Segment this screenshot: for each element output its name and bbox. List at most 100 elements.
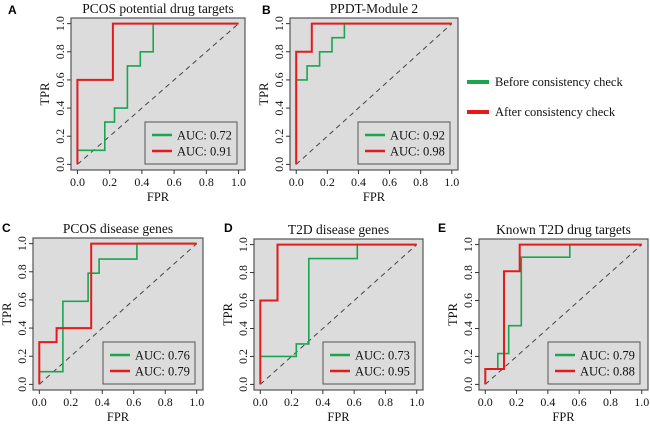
x-tick-label: 0.2 — [102, 175, 117, 189]
y-tick-label: 0.6 — [461, 293, 475, 308]
y-tick-label: 1.0 — [53, 16, 67, 31]
y-tick-label: 0.6 — [236, 293, 250, 308]
x-tick-label: 0.6 — [167, 175, 182, 189]
y-tick-label: 0.4 — [236, 321, 250, 336]
roc-panel-d: D T2D disease genes 0.00.0 0.2 0.2 0.4 0.4 0.6 0… — [221, 221, 424, 424]
x-tick-label: 0.8 — [603, 395, 618, 409]
roc-panel-b: B PPDT-Module 2 0.00.0 0.2 0.2 0.4 0.4 0.6 0.6 0.… — [257, 1, 459, 204]
x-axis-label: FPR — [552, 410, 575, 424]
roc-curve-after — [76, 22, 239, 165]
panel-legend — [547, 341, 641, 385]
x-tick-label: 0.6 — [126, 395, 141, 409]
x-axis-label: FPR — [363, 190, 386, 204]
panel-legend — [322, 341, 416, 385]
y-tick-label: 0.0 — [461, 377, 475, 392]
y-tick-label: 0.8 — [272, 44, 286, 59]
x-tick-label: 0.2 — [320, 175, 335, 189]
x-tick-label: 0.2 — [284, 395, 299, 409]
x-tick-label: 0.6 — [347, 395, 362, 409]
x-tick-label: 0.4 — [315, 395, 330, 409]
panel-title: PPDT-Module 2 — [330, 1, 418, 16]
x-tick-label: 1.0 — [189, 395, 204, 409]
legend-label-after: After consistency check — [495, 105, 616, 119]
y-tick-label: 1.0 — [461, 237, 475, 252]
y-tick-label: 0.6 — [15, 292, 29, 307]
auc-label: AUC: 0.95 — [355, 365, 410, 379]
x-axis-label: FPR — [327, 410, 350, 424]
y-axis-label: TPR — [446, 302, 460, 326]
auc-label: AUC: 0.73 — [355, 349, 410, 363]
diagonal-reference-line — [484, 244, 643, 385]
y-tick-label: 0.4 — [461, 321, 475, 336]
panel-letter: A — [8, 3, 17, 17]
y-axis-label: TPR — [221, 302, 235, 326]
y-tick-label: 0.8 — [236, 265, 250, 280]
roc-curve-after — [38, 242, 197, 385]
diagonal-reference-line — [38, 243, 198, 385]
y-tick-label: 0.0 — [15, 377, 29, 392]
x-tick-label: 0.2 — [509, 395, 524, 409]
roc-curve-after — [259, 243, 417, 385]
y-tick-label: 0.2 — [236, 349, 250, 364]
auc-label: AUC: 0.98 — [390, 145, 445, 159]
auc-label: AUC: 0.76 — [135, 349, 190, 363]
y-tick-label: 0.8 — [53, 44, 67, 59]
y-tick-label: 1.0 — [272, 16, 286, 31]
y-tick-label: 0.4 — [272, 101, 286, 116]
panel-letter: E — [438, 221, 446, 235]
roc-curve-after — [484, 243, 642, 385]
y-tick-label: 0.4 — [53, 101, 67, 116]
panel-letter: C — [2, 221, 11, 235]
y-tick-label: 0.2 — [461, 349, 475, 364]
x-tick-label: 0.0 — [253, 395, 268, 409]
x-tick-label: 0.8 — [413, 175, 428, 189]
y-tick-label: 0.0 — [236, 377, 250, 392]
x-tick-label: 0.0 — [32, 395, 47, 409]
panel-legend — [102, 341, 196, 385]
y-tick-label: 0.0 — [272, 157, 286, 172]
x-tick-label: 0.4 — [95, 395, 110, 409]
panel-title: Known T2D drug targets — [496, 222, 631, 237]
y-tick-label: 0.0 — [53, 157, 67, 172]
x-tick-label: 0.6 — [382, 175, 397, 189]
y-tick-label: 0.2 — [53, 129, 67, 144]
x-axis-label: FPR — [147, 190, 170, 204]
panel-title: PCOS potential drug targets — [82, 1, 234, 16]
x-tick-label: 0.4 — [134, 175, 149, 189]
y-tick-label: 0.6 — [272, 72, 286, 87]
auc-label: AUC: 0.72 — [177, 129, 232, 143]
diagonal-reference-line — [295, 23, 453, 165]
x-tick-label: 0.8 — [199, 175, 214, 189]
x-tick-label: 0.2 — [63, 395, 78, 409]
auc-label: AUC: 0.79 — [135, 365, 190, 379]
shared-legend: Before consistency check After consisten… — [467, 75, 623, 119]
y-tick-label: 1.0 — [15, 236, 29, 251]
x-tick-label: 0.8 — [378, 395, 393, 409]
y-tick-label: 0.6 — [53, 72, 67, 87]
x-tick-label: 0.6 — [572, 395, 587, 409]
y-tick-label: 0.4 — [15, 321, 29, 336]
roc-curve-before — [259, 243, 417, 385]
x-tick-label: 0.0 — [289, 175, 304, 189]
y-tick-label: 0.8 — [15, 264, 29, 279]
auc-label: AUC: 0.79 — [580, 349, 635, 363]
x-tick-label: 1.0 — [634, 395, 649, 409]
legend-label-before: Before consistency check — [495, 75, 623, 89]
y-tick-label: 0.2 — [272, 129, 286, 144]
roc-curve-before — [38, 242, 197, 385]
x-axis-label: FPR — [107, 410, 130, 424]
auc-label: AUC: 0.92 — [390, 129, 445, 143]
panel-legend — [357, 121, 451, 165]
roc-panel-a: A PCOS potential drug targets 0.00.0 0.2 0.2… — [8, 1, 246, 204]
roc-panel-e: E Known T2D drug targets 0.00.0 0.2 0.2 0.4 0.… — [438, 221, 649, 424]
auc-label: AUC: 0.88 — [580, 365, 635, 379]
y-axis-label: TPR — [257, 82, 271, 106]
x-tick-label: 0.4 — [351, 175, 366, 189]
x-tick-label: 1.0 — [231, 175, 246, 189]
roc-panel-c: C PCOS disease genes 0.00.0 0.2 0.2 0.4 0.4 0.6… — [0, 221, 204, 424]
x-tick-label: 0.8 — [158, 395, 173, 409]
x-tick-label: 0.0 — [70, 175, 85, 189]
panel-title: T2D disease genes — [288, 222, 389, 237]
y-tick-label: 1.0 — [236, 237, 250, 252]
